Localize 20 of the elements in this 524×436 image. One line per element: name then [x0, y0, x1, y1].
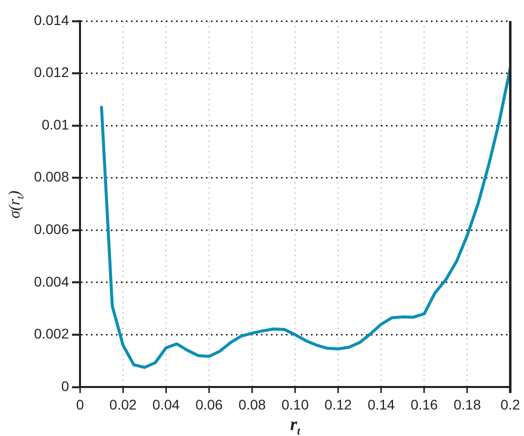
y-tick-label: 0.01	[42, 116, 70, 132]
y-tick-label: 0.008	[34, 168, 70, 185]
y-tick-label: 0.014	[34, 12, 70, 28]
x-tick-label: 0.04	[152, 396, 180, 412]
x-tick-label: 0.12	[324, 396, 352, 412]
x-tick-label: 0.2	[500, 396, 520, 412]
x-tick-label: 0.08	[238, 396, 266, 412]
x-tick-label: 0.16	[410, 396, 438, 412]
x-axis-title: r$_{t}$	[290, 414, 300, 436]
x-tick-label: 0.06	[195, 396, 223, 412]
x-tick-label: 0.02	[109, 396, 137, 412]
y-tick-label: 0.004	[34, 273, 70, 290]
y-tick-label: 0.006	[34, 221, 70, 237]
y-tick-label: 0.002	[34, 326, 70, 342]
y-tick-label: 0	[61, 378, 70, 394]
x-tick-label: 0	[76, 396, 84, 412]
y-tick-label: 0.012	[34, 64, 70, 80]
x-tick-label: 0.10	[282, 396, 309, 412]
x-tick-label: 0.14	[368, 396, 396, 412]
x-tick-label: 0.18	[454, 396, 482, 412]
